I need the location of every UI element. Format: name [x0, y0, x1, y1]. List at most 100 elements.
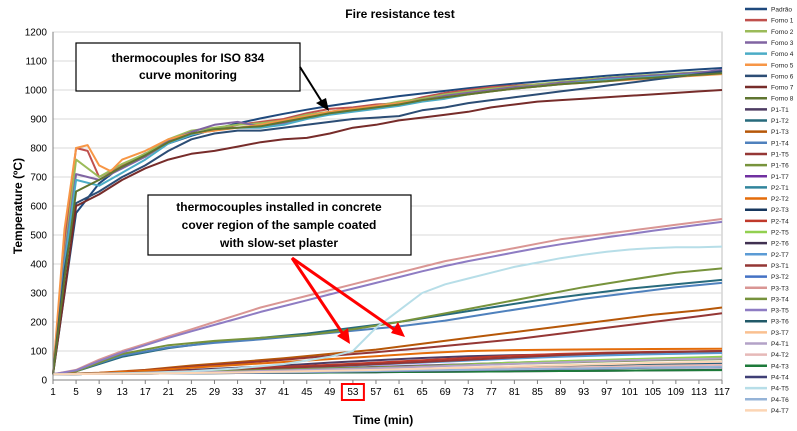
legend-label-forno-6: Forno 6: [771, 73, 794, 80]
chart-title: Fire resistance test: [345, 7, 454, 21]
y-tick-label: 1100: [25, 57, 47, 68]
legend-label-p3-t7: P3-T7: [771, 330, 789, 337]
series-line-p1-t6: [52, 267, 723, 376]
legend-label-p2-t5: P2-T5: [771, 230, 789, 237]
x-tick-label: 9: [96, 387, 102, 398]
y-tick-label: 700: [30, 173, 47, 184]
x-tick-label: 5: [73, 387, 79, 398]
x-tick-label: 17: [140, 387, 152, 398]
legend-label-p3-t3: P3-T3: [771, 285, 789, 292]
legend-label-forno-2: Forno 2: [771, 29, 794, 36]
legend-label-forno-4: Forno 4: [771, 51, 794, 58]
legend-label-p2-t7: P2-T7: [771, 252, 789, 259]
y-tick-label: 600: [30, 202, 47, 213]
x-tick-label: 109: [668, 387, 685, 398]
x-tick-label: 13: [117, 387, 129, 398]
x-tick-label: 117: [714, 387, 730, 398]
y-tick-label: 800: [30, 144, 47, 155]
legend-label-p3-t1: P3-T1: [771, 263, 789, 270]
x-tick-label: 61: [393, 387, 405, 398]
legend: Padrão Forno 1 Forno 2 Forno 3 Forno 4 Forno …: [745, 7, 794, 415]
legend-label-p4-t4: P4-T4: [771, 374, 789, 381]
x-tick-label: 29: [209, 387, 221, 398]
legend-label-p4-t7: P4-T7: [771, 408, 789, 415]
legend-label-p1-t2: P1-T2: [771, 118, 789, 125]
y-tick-label: 200: [30, 318, 47, 329]
x-tick-label: 73: [463, 387, 475, 398]
series-line-p3-t3: [52, 218, 723, 376]
iso-callout-arrowhead: [316, 98, 329, 111]
iso-callout-box: [75, 42, 301, 92]
y-tick-label: 0: [41, 376, 47, 387]
red-arrow-left: [290, 257, 347, 338]
x-tick-label: 93: [578, 387, 590, 398]
x-tick-label: 25: [186, 387, 198, 398]
red-arrowhead-right: [391, 322, 405, 337]
y-axis-label: Temperature (ºC): [11, 158, 25, 254]
x-tick-label: 37: [255, 387, 267, 398]
concrete-callout: thermocouples installed in concrete cove…: [147, 194, 412, 344]
iso-callout-line-2: curve monitoring: [139, 68, 237, 82]
legend-label-p3-t4: P3-T4: [771, 296, 789, 303]
x-tick-label: 65: [417, 387, 429, 398]
x-tick-label: 53: [347, 387, 359, 398]
legend-label-p1-t7: P1-T7: [771, 174, 789, 181]
x-tick-label: 113: [691, 387, 707, 398]
y-tick-label: 1000: [25, 86, 48, 97]
legend-label-p1-t6: P1-T6: [771, 163, 789, 170]
legend-label-p1-t4: P1-T4: [771, 140, 789, 147]
series-line-p4-t7: [52, 360, 723, 376]
legend-label-p3-t5: P3-T5: [771, 308, 789, 315]
legend-label-padrao: Padrão: [771, 7, 792, 14]
x-axis-label: Time (min): [353, 413, 413, 427]
concrete-callout-line-2: cover region of the sample coated: [182, 218, 377, 232]
legend-label-p1-t3: P1-T3: [771, 129, 789, 136]
y-tick-label: 300: [30, 289, 47, 300]
x-tick-label: 89: [555, 387, 567, 398]
legend-label-forno-5: Forno 5: [771, 62, 794, 69]
legend-label-p1-t1: P1-T1: [771, 107, 789, 114]
red-arrow-right: [291, 256, 399, 334]
x-tick-label: 81: [509, 387, 521, 398]
iso-callout: thermocouples for ISO 834 curve monitori…: [75, 42, 329, 111]
x-tick-label: 77: [486, 387, 498, 398]
x-tick-label: 1: [50, 387, 56, 398]
legend-label-forno-3: Forno 3: [771, 40, 794, 47]
series-line-forno-6: [52, 70, 723, 375]
legend-label-p2-t3: P2-T3: [771, 207, 789, 214]
x-tick-label: 21: [163, 387, 175, 398]
legend-label-p4-t6: P4-T6: [771, 397, 789, 404]
iso-callout-line-1: thermocouples for ISO 834: [112, 51, 265, 65]
highlighted-x-tick-box: [340, 383, 365, 401]
legend-label-p4-t3: P4-T3: [771, 363, 789, 370]
series-line-forno-7: [52, 89, 723, 375]
x-tick-label: 97: [601, 387, 613, 398]
legend-label-p1-t5: P1-T5: [771, 151, 789, 158]
legend-label-forno-8: Forno 8: [771, 96, 794, 103]
legend-label-p2-t2: P2-T2: [771, 196, 789, 203]
legend-label-p2-t1: P2-T1: [771, 185, 789, 192]
x-tick-label: 45: [301, 387, 313, 398]
x-tick-label: 33: [232, 387, 244, 398]
series-layer: [52, 67, 723, 376]
y-tick-label: 1200: [25, 28, 48, 39]
x-tick-label: 49: [324, 387, 336, 398]
x-tick-label: 57: [370, 387, 382, 398]
y-tick-label: 400: [30, 260, 47, 271]
concrete-callout-box: [147, 194, 412, 256]
series-line-p2-t2: [52, 347, 723, 376]
x-tick-label: 101: [621, 387, 638, 398]
x-tick-label: 41: [278, 387, 290, 398]
x-tick-label: 85: [532, 387, 544, 398]
series-line-p3-t5: [52, 220, 723, 376]
legend-label-p4-t5: P4-T5: [771, 386, 789, 393]
legend-label-p3-t6: P3-T6: [771, 319, 789, 326]
axes: 0 100 200 300 400 500 600 700 800 900 1000 1100 1200…: [25, 28, 730, 401]
red-arrowhead-left: [337, 328, 350, 344]
x-tick-label: 69: [440, 387, 452, 398]
legend-label-p2-t4: P2-T4: [771, 218, 789, 225]
legend-label-forno-7: Forno 7: [771, 85, 794, 92]
legend-label-p3-t2: P3-T2: [771, 274, 789, 281]
legend-label-p4-t1: P4-T1: [771, 341, 789, 348]
